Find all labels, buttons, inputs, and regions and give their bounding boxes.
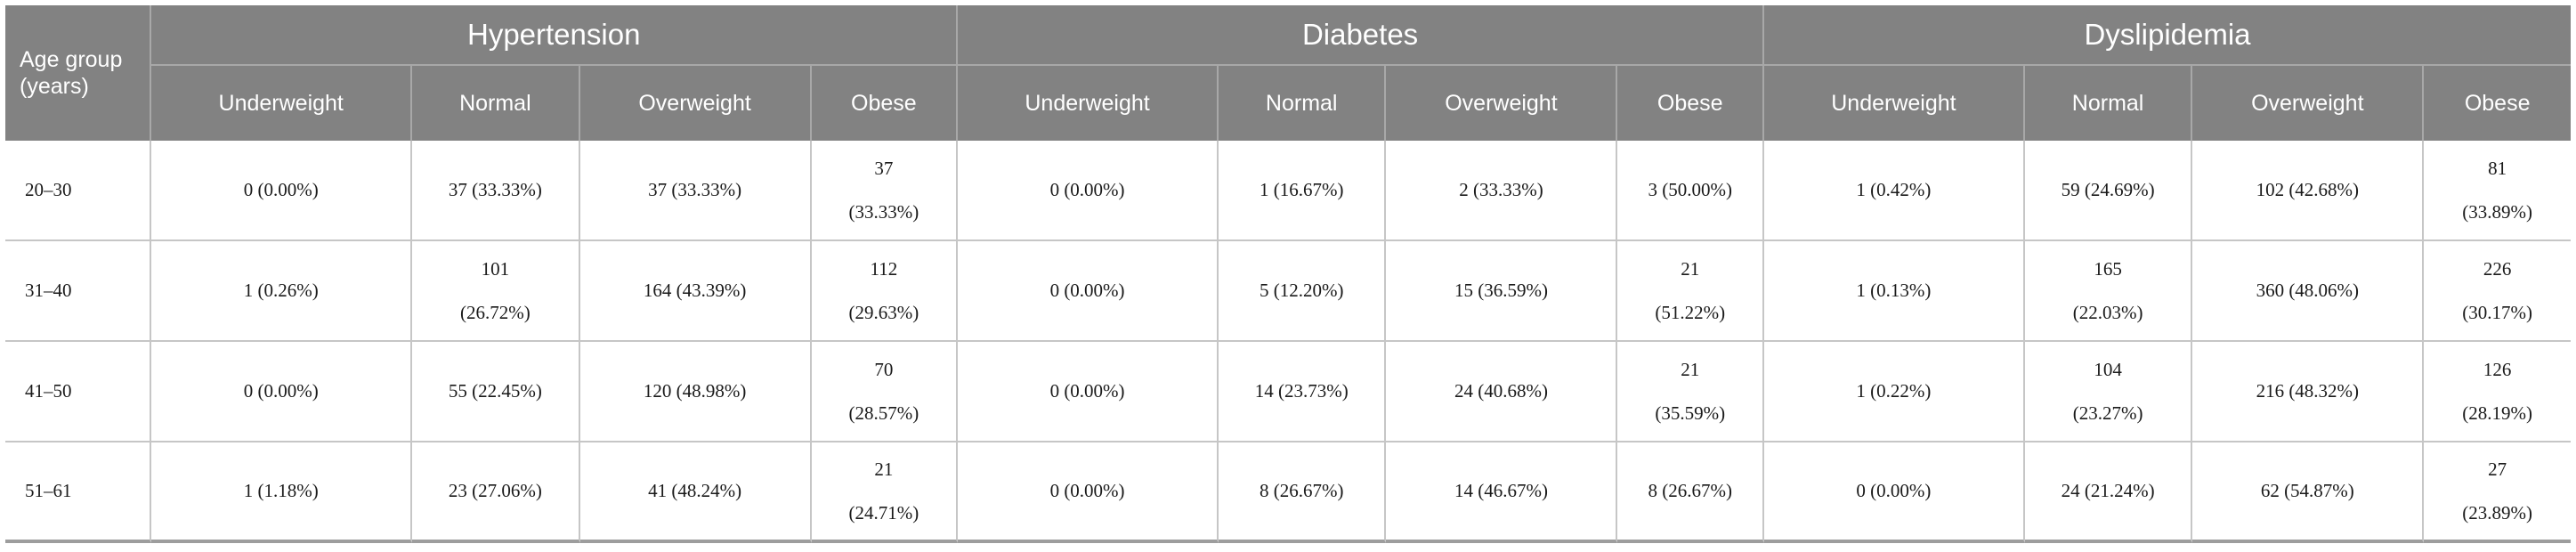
- data-cell: 70 (28.57%): [811, 342, 959, 442]
- subheader-hypertension-underweight: Underweight: [151, 66, 413, 141]
- data-cell: 120 (48.98%): [579, 342, 812, 442]
- data-cell: 226 (30.17%): [2424, 241, 2571, 342]
- table-body: 20–30 0 (0.00%) 37 (33.33%) 37 (33.33%) …: [5, 141, 2571, 543]
- data-cell: 0 (0.00%): [958, 141, 1219, 241]
- data-cell: 165 (22.03%): [2024, 241, 2193, 342]
- data-cell: 101 (26.72%): [412, 241, 580, 342]
- data-cell: 0 (0.00%): [958, 342, 1219, 442]
- data-cell: 1 (1.18%): [151, 442, 413, 543]
- data-cell: 1 (0.13%): [1764, 241, 2025, 342]
- data-cell: 5 (12.20%): [1218, 241, 1387, 342]
- subheader-dyslipidemia-overweight: Overweight: [2192, 66, 2425, 141]
- data-cell: 37 (33.33%): [579, 141, 812, 241]
- table-row-51-61: 51–61 1 (1.18%) 23 (27.06%) 41 (48.24%) …: [5, 442, 2571, 543]
- subheader-dyslipidemia-underweight: Underweight: [1764, 66, 2025, 141]
- table-row-31-40: 31–40 1 (0.26%) 101 (26.72%) 164 (43.39%…: [5, 241, 2571, 342]
- data-cell: 3 (50.00%): [1617, 141, 1764, 241]
- age-group-column-header: Age group (years): [5, 5, 152, 141]
- data-cell: 14 (23.73%): [1218, 342, 1387, 442]
- group-header-hypertension: Hypertension: [151, 5, 959, 66]
- data-cell: 55 (22.45%): [412, 342, 580, 442]
- age-group-cell: 51–61: [5, 442, 152, 543]
- subheader-diabetes-obese: Obese: [1617, 66, 1764, 141]
- table-row-20-30: 20–30 0 (0.00%) 37 (33.33%) 37 (33.33%) …: [5, 141, 2571, 241]
- table-row-41-50: 41–50 0 (0.00%) 55 (22.45%) 120 (48.98%)…: [5, 342, 2571, 442]
- data-cell: 164 (43.39%): [579, 241, 812, 342]
- subheader-hypertension-normal: Normal: [412, 66, 580, 141]
- data-cell: 102 (42.68%): [2192, 141, 2425, 241]
- data-cell: 216 (48.32%): [2192, 342, 2425, 442]
- table-header: Age group (years) Hypertension Diabetes …: [5, 5, 2571, 141]
- data-cell: 104 (23.27%): [2024, 342, 2193, 442]
- data-cell: 1 (0.22%): [1764, 342, 2025, 442]
- data-cell: 112 (29.63%): [811, 241, 959, 342]
- disease-header-row: Age group (years) Hypertension Diabetes …: [5, 5, 2571, 141]
- subheader-diabetes-normal: Normal: [1218, 66, 1387, 141]
- data-cell: 37 (33.33%): [811, 141, 959, 241]
- data-cell: 360 (48.06%): [2192, 241, 2425, 342]
- bmi-subheader-row: Underweight Normal Overweight Obese Unde…: [5, 66, 2571, 141]
- data-cell: 59 (24.69%): [2024, 141, 2193, 241]
- data-cell: 24 (21.24%): [2024, 442, 2193, 543]
- data-cell: 62 (54.87%): [2192, 442, 2425, 543]
- subheader-diabetes-underweight: Underweight: [958, 66, 1219, 141]
- data-cell: 0 (0.00%): [958, 241, 1219, 342]
- data-cell: 81 (33.89%): [2424, 141, 2571, 241]
- data-cell: 1 (0.26%): [151, 241, 413, 342]
- data-cell: 15 (36.59%): [1386, 241, 1618, 342]
- data-cell: 23 (27.06%): [412, 442, 580, 543]
- subheader-dyslipidemia-normal: Normal: [2024, 66, 2193, 141]
- data-cell: 27 (23.89%): [2424, 442, 2571, 543]
- data-cell: 24 (40.68%): [1386, 342, 1618, 442]
- data-cell: 2 (33.33%): [1386, 141, 1618, 241]
- bmi-comorbidity-table: Age group (years) Hypertension Diabetes …: [5, 5, 2571, 543]
- data-cell: 0 (0.00%): [1764, 442, 2025, 543]
- group-header-dyslipidemia: Dyslipidemia: [1764, 5, 2571, 66]
- data-cell: 8 (26.67%): [1218, 442, 1387, 543]
- data-cell: 1 (16.67%): [1218, 141, 1387, 241]
- data-cell: 0 (0.00%): [958, 442, 1219, 543]
- subheader-hypertension-overweight: Overweight: [579, 66, 812, 141]
- data-cell: 41 (48.24%): [579, 442, 812, 543]
- subheader-dyslipidemia-obese: Obese: [2424, 66, 2571, 141]
- data-cell: 1 (0.42%): [1764, 141, 2025, 241]
- subheader-hypertension-obese: Obese: [811, 66, 959, 141]
- data-cell: 0 (0.00%): [151, 141, 413, 241]
- data-cell: 126 (28.19%): [2424, 342, 2571, 442]
- data-cell: 37 (33.33%): [412, 141, 580, 241]
- age-group-cell: 20–30: [5, 141, 152, 241]
- data-cell: 0 (0.00%): [151, 342, 413, 442]
- data-cell: 21 (24.71%): [811, 442, 959, 543]
- group-header-diabetes: Diabetes: [958, 5, 1764, 66]
- age-group-cell: 41–50: [5, 342, 152, 442]
- subheader-diabetes-overweight: Overweight: [1386, 66, 1618, 141]
- data-cell: 21 (51.22%): [1617, 241, 1764, 342]
- data-cell: 14 (46.67%): [1386, 442, 1618, 543]
- data-cell: 8 (26.67%): [1617, 442, 1764, 543]
- age-group-cell: 31–40: [5, 241, 152, 342]
- data-cell: 21 (35.59%): [1617, 342, 1764, 442]
